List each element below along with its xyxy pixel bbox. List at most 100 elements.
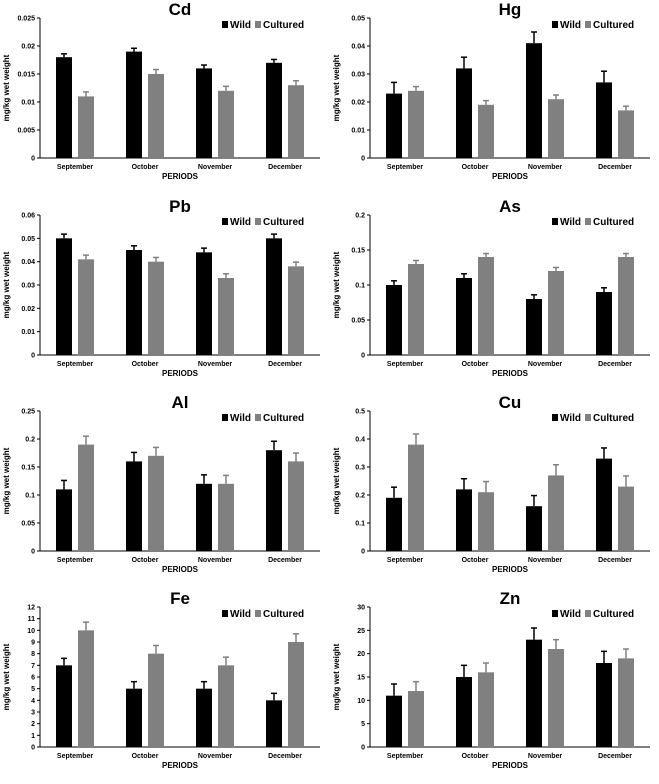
bar-cultured-december <box>618 110 634 158</box>
y-tick-label: 0 <box>31 745 35 752</box>
bar-wild-september <box>56 238 72 355</box>
legend-swatch-wild <box>552 610 558 617</box>
y-tick-label: 3 <box>31 710 35 717</box>
x-tick-label: October <box>462 361 489 368</box>
bar-wild-december <box>266 450 282 551</box>
x-tick-label: September <box>57 557 93 564</box>
x-tick-label: September <box>387 557 423 564</box>
y-tick-label: 0.04 <box>351 44 365 51</box>
x-tick-label: October <box>462 164 489 171</box>
legend-swatch-cultured <box>585 21 591 28</box>
chart-title: Hg <box>499 0 522 19</box>
legend-label-cultured: Cultured <box>593 609 634 620</box>
bar-wild-november <box>526 43 542 159</box>
bar-wild-november <box>196 252 212 355</box>
x-tick-label: October <box>132 753 159 760</box>
x-tick-label: October <box>132 164 159 171</box>
y-tick-label: 5 <box>31 686 35 693</box>
bar-wild-december <box>266 238 282 355</box>
x-axis-label: PERIODS <box>162 369 199 378</box>
y-tick-label: 0.06 <box>21 213 35 220</box>
legend-swatch-wild <box>222 218 228 225</box>
x-tick-label: November <box>198 361 233 368</box>
bar-cultured-december <box>288 461 304 551</box>
chart-panel-as: As 0 0.05 0.1 0.15 0.2 mg/kg wet weight Septemb… <box>330 197 659 392</box>
x-tick-label: December <box>268 753 302 760</box>
y-tick-label: 0.02 <box>21 44 35 51</box>
y-axis-label: mg/kg wet weight <box>332 643 341 710</box>
y-tick-label: 11 <box>28 616 36 623</box>
x-tick-label: November <box>528 361 563 368</box>
y-tick-label: 10 <box>27 628 35 635</box>
chart-panel-zn: Zn 0 5 10 15 20 25 30 mg/kg wet weight September O… <box>330 589 659 784</box>
x-tick-label: December <box>598 164 632 171</box>
legend-swatch-cultured <box>585 218 591 225</box>
chart-svg: Al 0 0.05 0.1 0.15 0.2 0.25 mg/kg wet weight Sep… <box>2 393 320 574</box>
bar-wild-september <box>386 93 402 158</box>
legend-swatch-wild <box>222 610 228 617</box>
y-tick-label: 0.01 <box>21 329 35 336</box>
y-tick-label: 0.05 <box>351 318 365 325</box>
chart-svg: Pb 0 0.01 0.02 0.03 0.04 0.05 0.06 mg/kg wet wei… <box>2 197 320 378</box>
x-tick-label: October <box>462 557 489 564</box>
y-axis-label: mg/kg wet weight <box>332 447 341 514</box>
x-tick-label: November <box>528 557 563 564</box>
x-tick-label: September <box>57 164 93 171</box>
y-tick-label: 1 <box>31 733 35 740</box>
y-tick-label: 0 <box>31 549 35 556</box>
bar-wild-september <box>56 489 72 551</box>
bar-cultured-october <box>148 455 164 551</box>
bar-wild-september <box>56 57 72 159</box>
bar-cultured-september <box>408 90 424 158</box>
x-axis-label: PERIODS <box>492 565 529 574</box>
bar-cultured-september <box>78 444 94 551</box>
y-tick-label: 0.3 <box>355 465 365 472</box>
bar-wild-december <box>596 82 612 158</box>
x-tick-label: December <box>598 361 632 368</box>
y-tick-label: 0.04 <box>21 259 35 266</box>
bar-cultured-november <box>548 99 564 158</box>
bar-cultured-october <box>148 653 164 747</box>
y-tick-label: 15 <box>357 675 365 682</box>
legend-label-wild: Wild <box>560 413 581 424</box>
bar-cultured-october <box>148 74 164 158</box>
bar-cultured-december <box>288 85 304 158</box>
y-tick-label: 7 <box>31 663 35 670</box>
bar-cultured-november <box>548 649 564 747</box>
bar-wild-december <box>266 62 282 158</box>
bar-wild-november <box>526 639 542 747</box>
y-tick-label: 9 <box>31 640 35 647</box>
y-tick-label: 10 <box>357 698 365 705</box>
bar-cultured-december <box>288 266 304 355</box>
bar-wild-september <box>386 285 402 355</box>
y-tick-label: 6 <box>31 675 35 682</box>
x-tick-label: December <box>598 753 632 760</box>
legend-swatch-cultured <box>585 610 591 617</box>
chart-title: Al <box>172 393 189 412</box>
x-axis-label: PERIODS <box>492 172 529 181</box>
bar-wild-october <box>126 51 142 158</box>
y-axis-label: mg/kg wet weight <box>2 447 11 514</box>
legend-label-wild: Wild <box>560 20 581 31</box>
y-tick-label: 0 <box>361 745 365 752</box>
bar-cultured-september <box>408 444 424 551</box>
y-tick-label: 0.4 <box>355 437 365 444</box>
bar-wild-september <box>386 695 402 747</box>
bar-cultured-december <box>618 257 634 355</box>
x-tick-label: November <box>198 164 233 171</box>
y-tick-label: 0.01 <box>351 128 365 135</box>
bar-wild-october <box>456 278 472 355</box>
bar-wild-october <box>126 688 142 747</box>
y-axis-label: mg/kg wet weight <box>332 251 341 318</box>
y-tick-label: 0.2 <box>355 493 365 500</box>
bar-wild-october <box>126 461 142 551</box>
y-tick-label: 0.1 <box>355 283 365 290</box>
bar-wild-october <box>456 677 472 747</box>
legend-label-cultured: Cultured <box>593 217 634 228</box>
y-tick-label: 12 <box>27 605 35 612</box>
x-tick-label: November <box>198 753 233 760</box>
y-tick-label: 0.15 <box>351 248 365 255</box>
x-axis-label: PERIODS <box>162 565 199 574</box>
y-tick-label: 20 <box>357 651 365 658</box>
